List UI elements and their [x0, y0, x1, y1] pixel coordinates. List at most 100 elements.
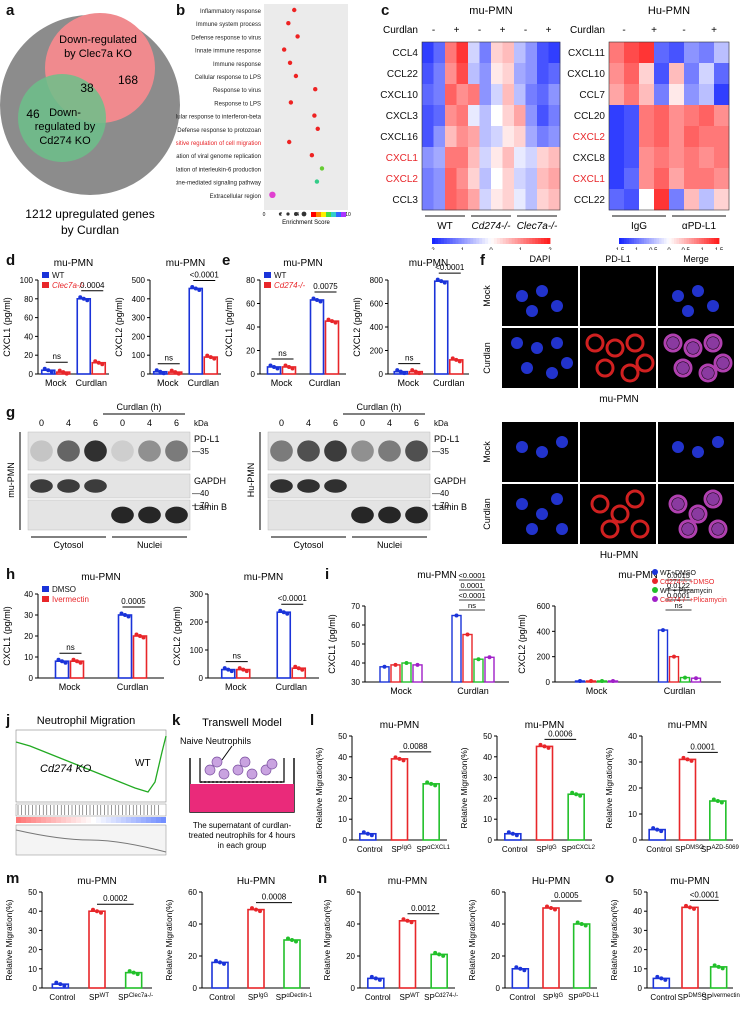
- x-tick-label: SPIgG: [248, 993, 269, 1002]
- dotplot-point: [309, 153, 315, 158]
- data-point: [54, 980, 59, 985]
- micro-tile: [580, 266, 656, 326]
- data-point: [433, 950, 438, 955]
- heatmap-cell: [479, 84, 492, 106]
- gsea-wt-label: WT: [135, 758, 151, 769]
- y-axis-label: Relative Migration(%): [322, 899, 332, 980]
- heatmap-cell: [699, 63, 715, 85]
- data-point: [138, 634, 142, 638]
- heatmap-cell: [548, 126, 561, 148]
- heatmap-cell: [422, 189, 434, 211]
- heatmap-row-header: Curdlan: [570, 25, 605, 36]
- data-point: [193, 286, 198, 291]
- heatmap-cell: [654, 84, 670, 106]
- y-tick-label: 50: [28, 888, 37, 897]
- micro-nucleus: [511, 337, 523, 349]
- heatmap-gene-label: CCL20: [574, 111, 606, 122]
- wb-lane-label: 6: [93, 418, 98, 428]
- heatmap-cell: [669, 189, 685, 211]
- heatmap-sign: +: [711, 25, 717, 36]
- panel-letter-g: g: [6, 404, 16, 421]
- micro-pdl1: [590, 494, 610, 514]
- heatmap-cell: [456, 105, 469, 127]
- x-tick-label: SPCd274-/-: [424, 993, 458, 1002]
- gsea-rank-bar: [131, 817, 136, 823]
- heatmap-sign: -: [622, 25, 625, 36]
- wb-lane-label: 6: [333, 418, 338, 428]
- wb-lane-label: 4: [387, 418, 392, 428]
- wb-kda-label: kDa: [194, 419, 209, 428]
- wb-band: [270, 479, 293, 493]
- y-axis-label: CXCL2 (pg/ml): [352, 297, 362, 357]
- micro-nucleus: [516, 441, 528, 453]
- bar: [309, 299, 325, 375]
- micro-pdl1: [678, 519, 698, 539]
- venn-diagram: Down-regulated by Clec7a KO 168 38 46 Do…: [0, 13, 180, 237]
- wb-lane-label: 4: [306, 418, 311, 428]
- sig-label: 0.0005: [554, 891, 579, 900]
- chart-l-acxcl1: mu-PMN 0 10 20 30 40 50 Relative Migration(%) Co…: [314, 720, 451, 854]
- bar: [462, 633, 473, 683]
- heatmap-cell: [714, 126, 730, 148]
- gsea-ko-label: Cd274 KO: [40, 763, 92, 775]
- y-tick-label: 40: [24, 332, 33, 341]
- heatmap-scale-swatch: [464, 238, 468, 244]
- wb-strip: [27, 431, 191, 471]
- heatmap-cell: [684, 84, 700, 106]
- micro-pdl1: [635, 353, 655, 373]
- heatmap-cell: [609, 168, 625, 190]
- legend-label: Cd274-/- +DMSO: [660, 579, 715, 586]
- panel-letter-e: e: [222, 252, 231, 269]
- gsea-rank-bar: [46, 817, 51, 823]
- data-point: [58, 982, 63, 987]
- heatmap-cell: [514, 126, 526, 148]
- heatmap-cell: [514, 63, 526, 85]
- y-tick-label: 0: [638, 984, 643, 993]
- dotplot-bg: [264, 4, 348, 210]
- heatmap-cell: [491, 105, 503, 127]
- y-axis-label: Relative Migration(%): [314, 747, 324, 828]
- dotplot-point: [293, 73, 299, 79]
- chart-d-cxcl1: mu-PMN 0 20 40 60 80 100 CXCL1 (pg/ml) Mock Curdl…: [2, 258, 109, 388]
- y-tick-label: 40: [28, 907, 37, 916]
- heatmap-cell: [468, 126, 480, 148]
- heatmap-cell: [514, 168, 526, 190]
- bar: [390, 758, 409, 841]
- data-point: [241, 667, 246, 672]
- heatmap-cell: [699, 126, 715, 148]
- data-point: [476, 657, 481, 662]
- legend-label: Clec7a-/-: [52, 281, 85, 290]
- sig-label: ns: [675, 601, 683, 610]
- heatmap-scale-swatch: [649, 238, 652, 244]
- x-tick-sub: WT: [410, 993, 420, 999]
- heatmap-cell: [422, 42, 434, 64]
- wb-kda-label: kDa: [434, 419, 449, 428]
- heatmap-scale-swatch: [440, 238, 445, 244]
- chart-title: mu-PMN: [417, 570, 456, 581]
- heatmap-scale-swatch: [535, 238, 539, 244]
- heatmap-cell: [445, 42, 457, 64]
- heatmap-cell: [422, 63, 434, 85]
- data-point: [62, 983, 67, 988]
- data-point: [405, 918, 410, 923]
- gsea-rank-bar: [136, 817, 141, 823]
- micro-nucleus: [702, 367, 714, 379]
- transwell-cell: [246, 768, 258, 780]
- bar: [412, 664, 423, 683]
- chart-title: mu-PMN: [380, 720, 419, 731]
- heatmap-sign: -: [478, 25, 481, 36]
- micro-nucleus: [672, 498, 684, 510]
- bar: [473, 658, 484, 683]
- gsea-rank-bar: [156, 817, 161, 823]
- heatmap-scale-swatch: [711, 238, 715, 244]
- heatmap-cell: [502, 126, 515, 148]
- data-point: [435, 277, 440, 282]
- heatmap-scale-swatch: [449, 238, 454, 244]
- data-point: [278, 608, 283, 613]
- x-tick-label: SPIgG: [391, 845, 412, 854]
- y-tick-label: 20: [633, 946, 642, 955]
- data-point: [229, 669, 234, 674]
- panel-letter-n: n: [318, 870, 328, 887]
- micro-nucleus: [682, 523, 694, 535]
- bar: [401, 662, 412, 683]
